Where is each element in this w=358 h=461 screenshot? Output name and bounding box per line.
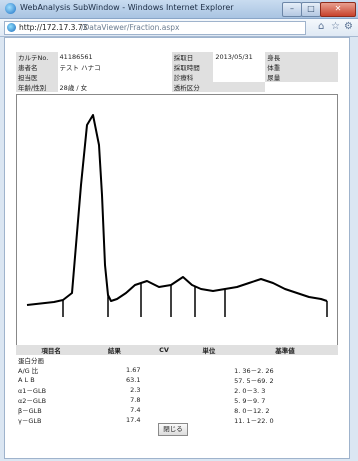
close-window-button[interactable]: ✕ [320, 2, 356, 17]
item-name: γ－GLB [18, 417, 42, 425]
collection-time-label: 採取時間 [171, 62, 214, 72]
karte-no-value: 41186561 [59, 53, 93, 61]
item-name: A L B [18, 376, 35, 384]
window-title: WebAnalysis SubWindow - Windows Internet… [20, 3, 234, 12]
home-icon[interactable]: ⌂ [318, 21, 325, 32]
age-sex-value: 28歳 / 女 [59, 84, 88, 92]
table-row: α1－GLB 2.3 2. 0－3. 3 [16, 385, 338, 395]
title-bar: WebAnalysis SubWindow - Windows Internet… [0, 0, 358, 19]
patient-info-table: カルテNo. 41186561 採取日 2013/05/31 身長 患者名 テス… [16, 52, 338, 92]
item-name: β－GLB [18, 407, 42, 415]
karte-no-label: カルテNo. [16, 52, 58, 62]
collection-date-value: 2013/05/31 [215, 53, 253, 61]
item-reference: 57. 5－69. 2 [234, 377, 274, 385]
address-input[interactable]: http://172.17.3.73 /DataViewer/Fraction.… [4, 21, 306, 35]
group-label: 蛋白分画 [18, 357, 44, 365]
item-name: α1－GLB [18, 387, 47, 395]
patient-name-label: 患者名 [16, 62, 58, 72]
dialysis-label: 透析区分 [171, 82, 214, 92]
item-reference: 1. 36－2. 26 [234, 367, 274, 375]
item-reference: 2. 0－3. 3 [234, 387, 266, 395]
height-label: 身長 [265, 52, 301, 62]
item-reference: 8. 0－12. 2 [234, 407, 270, 415]
table-row: α2－GLB 7.8 5. 9－9. 7 [16, 395, 338, 405]
weight-label: 体重 [265, 62, 301, 72]
item-result: 7.8 [130, 396, 141, 404]
maximize-button[interactable]: □ [301, 2, 321, 17]
chart-svg [26, 114, 328, 317]
densitogram-line [26, 114, 328, 306]
collection-date-label: 採取日 [171, 52, 214, 62]
col-cv: CV [142, 345, 186, 355]
item-result: 7.4 [130, 406, 141, 414]
table-row: A/G 比 1.67 1. 36－2. 26 [16, 365, 338, 375]
col-item-name: 項目名 [16, 345, 87, 355]
doctor-label: 担当医 [16, 72, 58, 82]
electrophoresis-chart [16, 94, 338, 346]
patient-name-value: テスト ハナコ [59, 64, 101, 72]
item-result: 1.67 [126, 366, 141, 374]
item-result: 63.1 [126, 376, 141, 384]
item-name: α2－GLB [18, 397, 47, 405]
col-unit: 単位 [185, 345, 233, 355]
table-row: β－GLB 7.4 8. 0－12. 2 [16, 405, 338, 415]
item-result: 2.3 [130, 386, 141, 394]
favorites-star-icon[interactable]: ☆ [331, 21, 340, 32]
page-icon [7, 23, 16, 32]
urine-volume-label: 尿量 [265, 72, 301, 82]
col-reference: 基準値 [232, 345, 338, 355]
url-host: http://172.17.3.73 [19, 23, 88, 32]
address-bar: http://172.17.3.73 /DataViewer/Fraction.… [0, 19, 358, 37]
item-reference: 11. 1－22. 0 [234, 417, 274, 425]
item-name: A/G 比 [18, 367, 39, 375]
col-result: 結果 [86, 345, 143, 355]
internet-explorer-icon [5, 3, 16, 14]
item-result: 17.4 [126, 416, 141, 424]
results-table: 項目名 結果 CV 単位 基準値 蛋白分画 A/G 比 1.67 1. 36－2… [16, 345, 338, 425]
minimize-button[interactable]: – [282, 2, 302, 17]
close-button[interactable]: 閉じる [158, 423, 188, 436]
age-sex-label: 年齢/性別 [16, 82, 58, 92]
gear-icon[interactable]: ⚙ [344, 21, 353, 32]
url-path: /DataViewer/Fraction.aspx [81, 23, 180, 32]
department-label: 診療科 [171, 72, 214, 82]
table-row: A L B 63.1 57. 5－69. 2 [16, 375, 338, 385]
item-reference: 5. 9－9. 7 [234, 397, 266, 405]
table-row: γ－GLB 17.4 11. 1－22. 0 [16, 415, 338, 425]
